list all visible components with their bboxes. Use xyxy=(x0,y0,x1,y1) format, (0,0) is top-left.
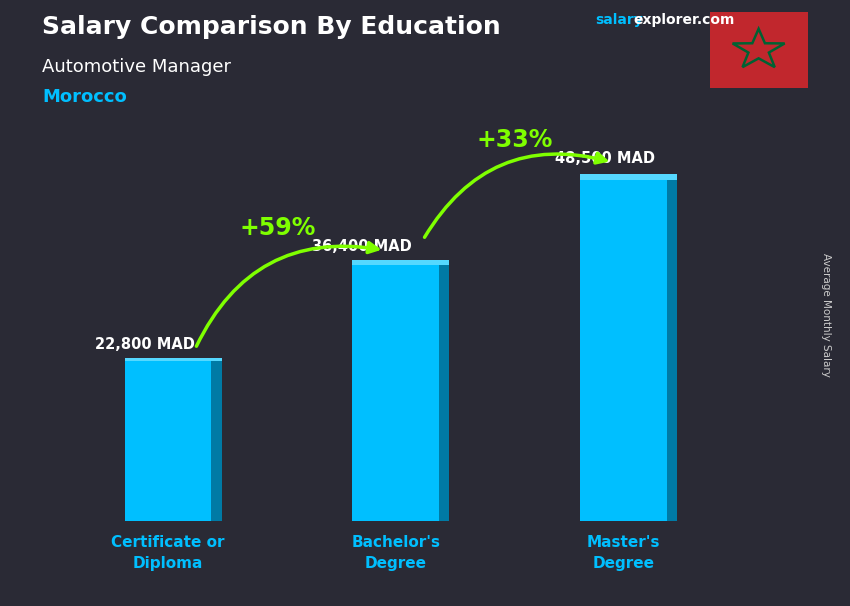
Text: Morocco: Morocco xyxy=(42,88,128,106)
Bar xyxy=(667,180,677,521)
Text: Salary Comparison By Education: Salary Comparison By Education xyxy=(42,15,501,39)
Bar xyxy=(581,174,677,180)
FancyArrowPatch shape xyxy=(424,153,606,238)
Text: 22,800 MAD: 22,800 MAD xyxy=(95,338,195,352)
Bar xyxy=(581,180,667,521)
Bar xyxy=(353,265,439,521)
Text: Average Monthly Salary: Average Monthly Salary xyxy=(821,253,831,377)
Bar xyxy=(211,361,222,521)
Text: +59%: +59% xyxy=(239,216,315,239)
Text: explorer.com: explorer.com xyxy=(633,13,734,27)
Bar xyxy=(353,261,450,265)
Text: 48,500 MAD: 48,500 MAD xyxy=(555,151,655,166)
Bar xyxy=(125,361,211,521)
Bar xyxy=(125,358,222,361)
Text: salary: salary xyxy=(595,13,643,27)
FancyArrowPatch shape xyxy=(196,242,377,346)
Text: +33%: +33% xyxy=(476,128,552,152)
Text: Automotive Manager: Automotive Manager xyxy=(42,58,231,76)
Bar xyxy=(439,265,450,521)
Text: 36,400 MAD: 36,400 MAD xyxy=(312,239,411,254)
